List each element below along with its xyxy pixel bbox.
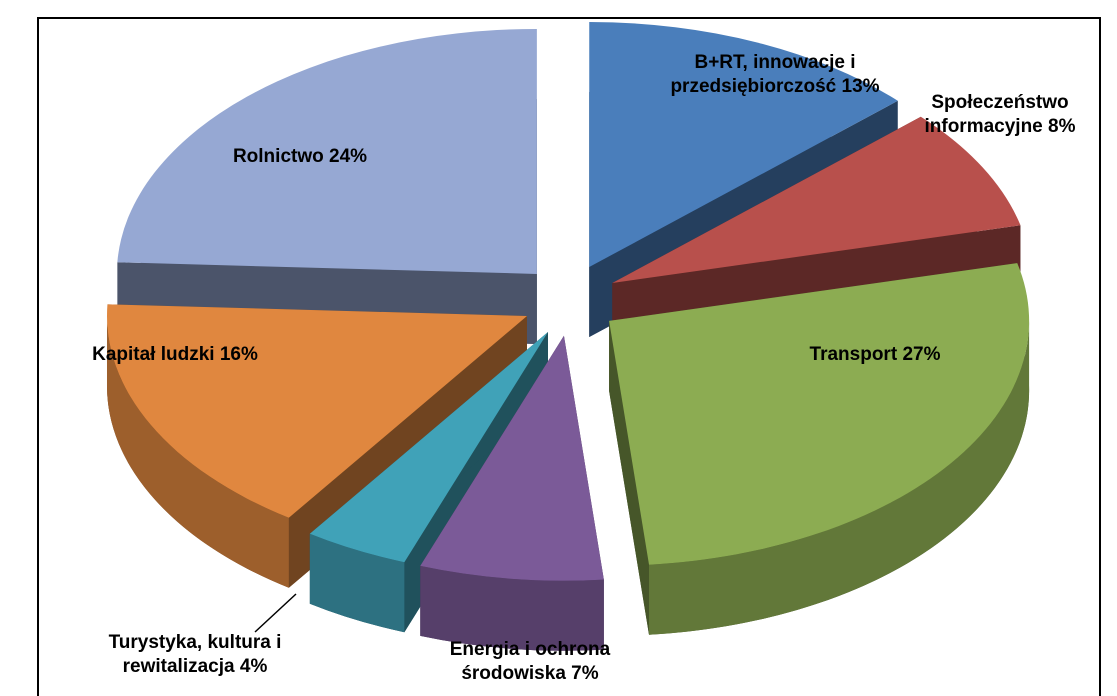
slice-label: Energia i ochrona środowiska 7%: [395, 638, 665, 686]
slice-wall: [106, 315, 289, 588]
label-value: 27%: [902, 344, 941, 365]
leader-line: [254, 593, 297, 633]
slice-wall: [309, 533, 405, 633]
label-value: 4%: [239, 656, 268, 677]
label-value: 24%: [329, 146, 368, 167]
slice-label: Turystyka, kultura i rewitalizacja 4%: [100, 631, 290, 679]
label-name: Społeczeństwo informacyjne: [924, 92, 1069, 137]
slice-wall: [649, 320, 1030, 635]
label-name: Transport: [809, 344, 898, 365]
slice: [612, 116, 1021, 283]
label-value: 8%: [1048, 116, 1076, 137]
slice-label: Społeczeństwo informacyjne 8%: [895, 91, 1105, 139]
label-value: 16%: [219, 344, 258, 365]
label-value: 13%: [841, 76, 880, 97]
slice: [309, 331, 549, 563]
slice-label: Kapitał ludzki 16%: [80, 343, 270, 367]
slice: [420, 335, 604, 581]
label-value: 7%: [571, 663, 599, 684]
slice-label: Rolnictwo 24%: [170, 145, 430, 169]
label-name: Rolnictwo: [232, 146, 324, 167]
slice: [589, 22, 898, 268]
slice: [609, 263, 1030, 565]
label-name: Kapitał ludzki: [92, 344, 215, 365]
label-name: Turystyka, kultura i rewitalizacja: [108, 632, 282, 677]
slice: [106, 304, 527, 518]
slice-label: Transport 27%: [775, 343, 975, 367]
slice-side: [609, 320, 650, 635]
slice: [117, 28, 537, 274]
label-name: B+RT, innowacje i przedsiębiorczość: [670, 52, 856, 97]
slice-wall: [420, 565, 604, 651]
label-name: Energia i ochrona środowiska: [449, 639, 611, 684]
slice-label: B+RT, innowacje i przedsiębiorczość 13%: [665, 51, 885, 99]
